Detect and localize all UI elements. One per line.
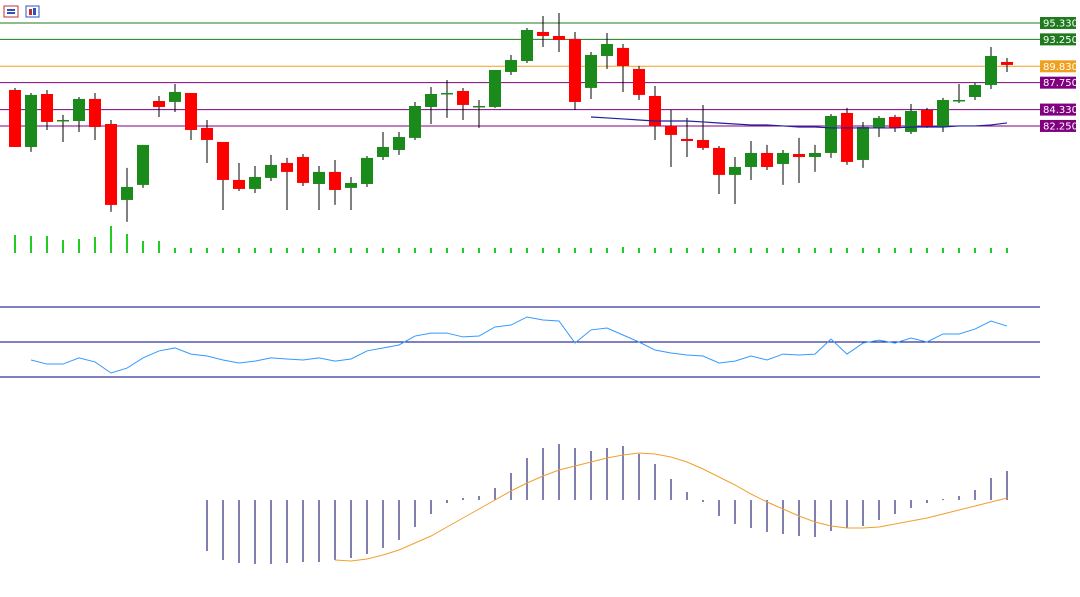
candle-body — [969, 84, 981, 97]
candle-body — [553, 35, 565, 40]
candle-body — [489, 69, 501, 107]
candle-body — [617, 47, 629, 66]
candle-body — [745, 152, 757, 167]
candle-body — [905, 111, 917, 132]
candle-body — [105, 123, 117, 205]
candle-body — [873, 117, 885, 128]
candle-body — [377, 146, 389, 157]
candle-body — [729, 166, 741, 175]
candle-body — [921, 109, 933, 126]
candle-body — [809, 152, 821, 157]
candle-body — [233, 179, 245, 189]
candle-body — [121, 186, 133, 200]
candle-body — [841, 112, 853, 162]
candle-body — [73, 98, 85, 121]
candle-body — [361, 157, 373, 184]
candle-body — [649, 95, 661, 126]
candle-body — [681, 138, 693, 141]
price-label-box — [1040, 119, 1076, 132]
icon-detail — [7, 9, 15, 11]
candle-body — [425, 93, 437, 107]
candle-body — [9, 89, 21, 147]
candle-body — [585, 54, 597, 88]
icon-detail — [33, 8, 36, 15]
candle-body — [137, 144, 149, 185]
candle-body — [249, 176, 261, 189]
icon-detail — [29, 9, 32, 15]
candle-body — [457, 91, 469, 105]
price-label: 93.250 — [1043, 35, 1078, 46]
price-label-box — [1040, 103, 1076, 116]
candle-body — [201, 127, 213, 140]
candle-body — [169, 91, 181, 102]
candle-body — [185, 92, 197, 130]
candle-body — [89, 98, 101, 127]
candle-body — [409, 105, 421, 138]
price-label: 87.750 — [1043, 78, 1078, 89]
candle-body — [857, 126, 869, 160]
icon-detail — [7, 12, 15, 14]
candle-body — [41, 93, 53, 122]
candle-body — [537, 31, 549, 36]
candle-body — [473, 105, 485, 108]
candle-body — [265, 164, 277, 178]
price-label-box — [1040, 33, 1076, 46]
candle-body — [953, 99, 965, 102]
candle-body — [889, 116, 901, 128]
price-label: 82.250 — [1043, 121, 1078, 132]
toolbar-icons — [3, 5, 40, 18]
candle-body — [1001, 61, 1013, 65]
candle-body — [793, 153, 805, 157]
moving-average — [590, 116, 1008, 129]
candle-body — [505, 59, 517, 72]
icon[interactable] — [25, 5, 40, 18]
candle-body — [713, 147, 725, 175]
candle-body — [633, 68, 645, 95]
candle-body — [329, 171, 341, 190]
price-label: 95.330 — [1043, 18, 1078, 29]
candle-body — [281, 162, 293, 172]
price-label-box — [1040, 60, 1076, 73]
price-label: 84.330 — [1043, 105, 1078, 116]
candle-body — [665, 125, 677, 135]
oscillator-line — [30, 316, 1008, 374]
candle-body — [601, 44, 613, 56]
candle-body — [313, 171, 325, 184]
candle-body — [57, 119, 69, 122]
price-label-box — [1040, 16, 1076, 29]
candle-body — [297, 156, 309, 183]
candle-body — [441, 92, 453, 95]
icon[interactable] — [3, 5, 19, 18]
candle-body — [521, 29, 533, 62]
candle-body — [569, 38, 581, 102]
candle-body — [345, 182, 357, 188]
candle-body — [937, 99, 949, 127]
candle-body — [697, 139, 709, 148]
signal-line — [334, 452, 1008, 562]
candle-body — [153, 101, 165, 107]
candle-body — [217, 141, 229, 180]
candle-body — [825, 115, 837, 153]
candle-body — [25, 94, 37, 147]
candle-body — [761, 152, 773, 167]
candle-body — [777, 152, 789, 164]
price-label-box — [1040, 76, 1076, 89]
candle-body — [985, 55, 997, 85]
candle-body — [393, 136, 405, 150]
price-label: 89.830 — [1043, 62, 1078, 73]
